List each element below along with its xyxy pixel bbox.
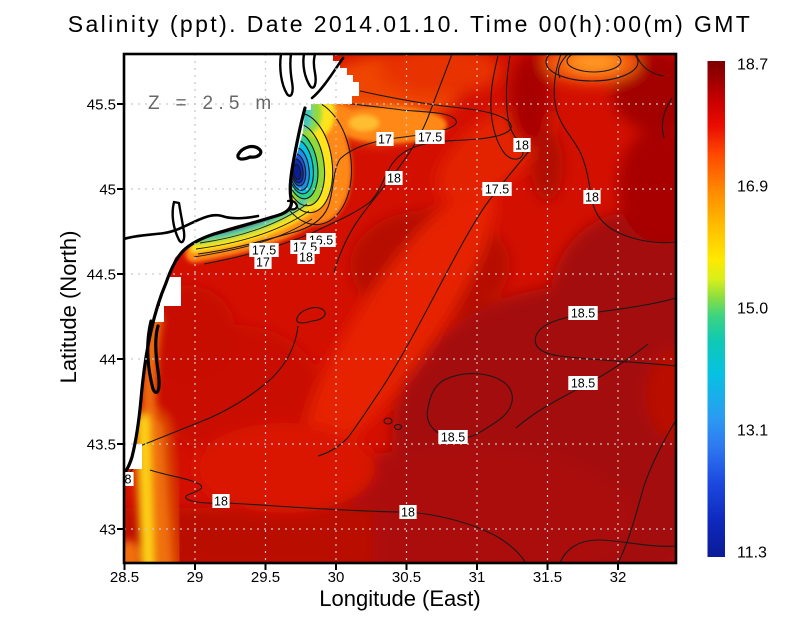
- svg-text:13.1: 13.1: [737, 423, 768, 440]
- svg-text:17.5: 17.5: [418, 130, 442, 144]
- svg-text:45: 45: [99, 182, 116, 199]
- svg-text:17.5: 17.5: [252, 243, 276, 257]
- svg-text:43.5: 43.5: [87, 437, 116, 454]
- svg-text:43: 43: [99, 522, 116, 539]
- svg-text:18: 18: [214, 494, 228, 508]
- svg-text:15.0: 15.0: [737, 301, 768, 318]
- svg-text:31: 31: [469, 569, 486, 586]
- svg-text:17: 17: [256, 255, 270, 269]
- svg-text:18.7: 18.7: [737, 57, 768, 74]
- svg-text:32: 32: [610, 569, 627, 586]
- svg-text:31.5: 31.5: [533, 569, 562, 586]
- svg-text:30: 30: [328, 569, 345, 586]
- svg-text:Salinity (ppt). Date 2014.01.1: Salinity (ppt). Date 2014.01.10. Time 00…: [68, 11, 753, 37]
- svg-text:17.5: 17.5: [485, 182, 509, 196]
- svg-text:16.9: 16.9: [737, 179, 768, 196]
- svg-text:Z = 2.5 m: Z = 2.5 m: [148, 93, 276, 114]
- svg-text:18: 18: [515, 138, 529, 152]
- svg-text:Longitude (East): Longitude (East): [319, 586, 480, 611]
- svg-text:17: 17: [378, 132, 392, 146]
- svg-text:18: 18: [401, 505, 415, 519]
- svg-text:29.5: 29.5: [251, 569, 280, 586]
- svg-text:11.3: 11.3: [737, 545, 767, 562]
- svg-text:18.5: 18.5: [441, 430, 465, 444]
- svg-text:44.5: 44.5: [87, 267, 116, 284]
- svg-text:18: 18: [299, 250, 313, 264]
- svg-text:18.5: 18.5: [571, 306, 595, 320]
- svg-text:29: 29: [187, 569, 204, 586]
- svg-text:28.5: 28.5: [110, 569, 139, 586]
- svg-text:45.5: 45.5: [87, 97, 116, 114]
- svg-text:Latitude (North): Latitude (North): [56, 231, 81, 384]
- svg-text:18: 18: [387, 171, 401, 185]
- svg-text:18.5: 18.5: [571, 376, 595, 390]
- svg-text:8: 8: [125, 472, 132, 486]
- svg-text:44: 44: [99, 352, 116, 369]
- svg-text:30.5: 30.5: [392, 569, 421, 586]
- svg-text:18: 18: [585, 190, 599, 204]
